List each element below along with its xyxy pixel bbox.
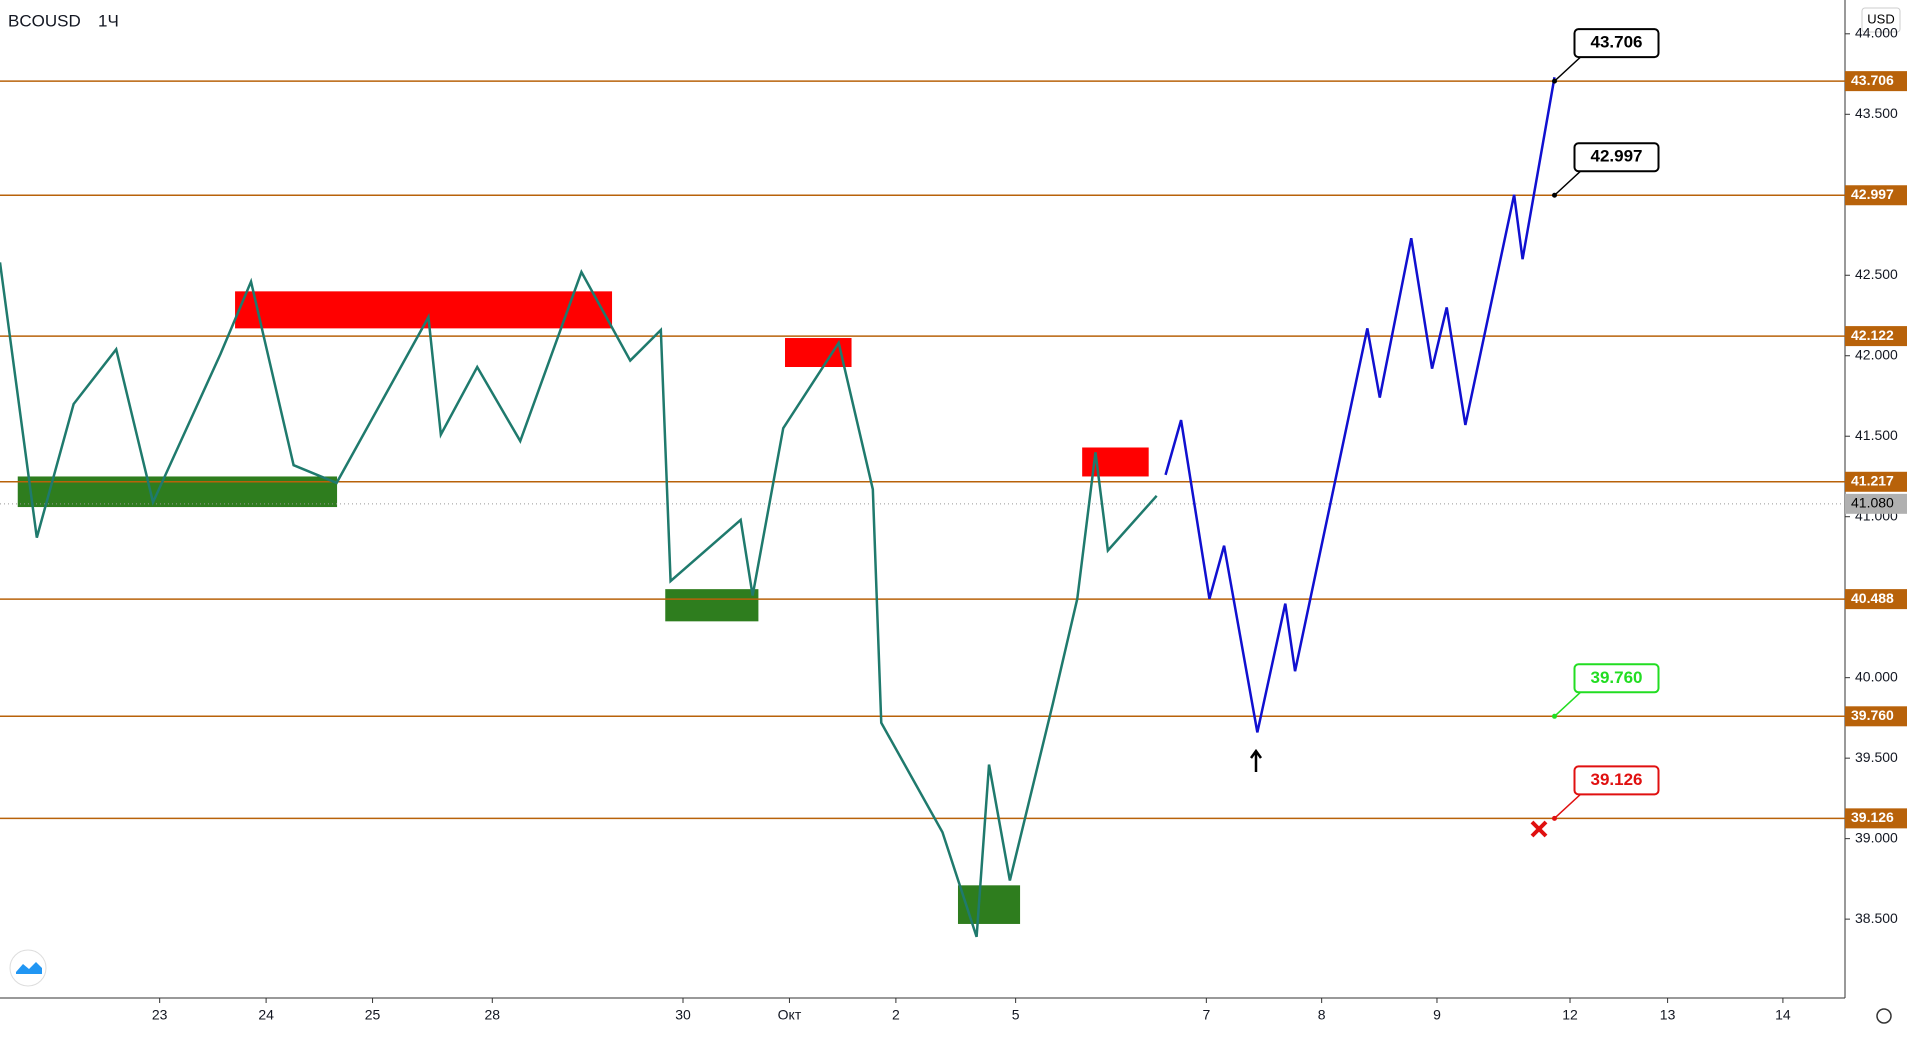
y-tick-label: 44.000 bbox=[1855, 25, 1898, 41]
level-badge bbox=[1845, 808, 1907, 829]
zone bbox=[235, 291, 613, 329]
x-tick-label: 24 bbox=[258, 1007, 274, 1023]
level-label: 41.217 bbox=[1851, 472, 1894, 488]
level-label: 42.997 bbox=[1851, 186, 1894, 202]
level-badge bbox=[1845, 471, 1907, 492]
callout-box bbox=[1573, 663, 1660, 694]
interval: 1Ч bbox=[98, 11, 119, 30]
level-label: 40.488 bbox=[1851, 590, 1894, 606]
callout-label: 39.126 bbox=[1591, 770, 1643, 789]
level-label: 39.760 bbox=[1851, 707, 1894, 723]
x-tick-label: 5 bbox=[1012, 1007, 1020, 1023]
level-badge bbox=[1845, 71, 1907, 92]
currency: USD bbox=[1867, 11, 1894, 26]
level-label: 42.122 bbox=[1851, 327, 1894, 343]
level-label: 43.706 bbox=[1851, 72, 1894, 88]
x-tick-label: 28 bbox=[485, 1007, 501, 1023]
y-tick-label: 39.000 bbox=[1855, 829, 1898, 845]
x-tick-label: 8 bbox=[1318, 1007, 1326, 1023]
x-tick-label: Окт bbox=[778, 1007, 802, 1023]
last-price-badge bbox=[1845, 493, 1907, 514]
x-tick-label: 12 bbox=[1562, 1007, 1578, 1023]
x-tick-label: 13 bbox=[1660, 1007, 1676, 1023]
zone bbox=[665, 589, 759, 622]
callout-label: 42.997 bbox=[1591, 147, 1643, 166]
series-line bbox=[0, 262, 1158, 938]
series-line bbox=[1164, 77, 1556, 733]
y-tick-label: 43.500 bbox=[1855, 105, 1898, 121]
callout-label: 39.760 bbox=[1591, 668, 1643, 687]
arrow-up bbox=[1249, 748, 1263, 772]
level-badge bbox=[1845, 706, 1907, 727]
zone bbox=[957, 885, 1021, 924]
level-label: 39.126 bbox=[1851, 809, 1894, 825]
logo-icon bbox=[16, 962, 42, 974]
callout-box bbox=[1573, 765, 1660, 796]
currency-badge[interactable] bbox=[1861, 7, 1901, 33]
settings[interactable] bbox=[1876, 1008, 1892, 1024]
x-tick-label: 7 bbox=[1202, 1007, 1210, 1023]
y-tick-label: 38.500 bbox=[1855, 910, 1898, 926]
symbol: BCOUSD bbox=[8, 11, 81, 30]
y-tick-label: 39.500 bbox=[1855, 749, 1898, 765]
level-badge bbox=[1845, 185, 1907, 206]
callout-box bbox=[1573, 142, 1660, 173]
x-tick-label: 14 bbox=[1775, 1007, 1791, 1023]
last-price-label: 41.080 bbox=[1851, 495, 1894, 511]
x-tick-label: 30 bbox=[675, 1007, 691, 1023]
y-tick-label: 42.500 bbox=[1855, 266, 1898, 282]
x-tick-label: 2 bbox=[892, 1007, 900, 1023]
y-tick-label: 42.000 bbox=[1855, 346, 1898, 362]
logo[interactable] bbox=[9, 949, 47, 987]
callout-box bbox=[1573, 28, 1660, 59]
y-tick-label: 41.500 bbox=[1855, 427, 1898, 443]
level-badge bbox=[1845, 326, 1907, 347]
x-tick-label: 25 bbox=[365, 1007, 381, 1023]
stop-cross bbox=[1530, 820, 1548, 838]
level-badge bbox=[1845, 589, 1907, 610]
x-tick-label: 9 bbox=[1433, 1007, 1441, 1023]
callout-label: 43.706 bbox=[1591, 33, 1643, 52]
y-tick-label: 40.000 bbox=[1855, 668, 1898, 684]
x-tick-label: 23 bbox=[152, 1007, 168, 1023]
